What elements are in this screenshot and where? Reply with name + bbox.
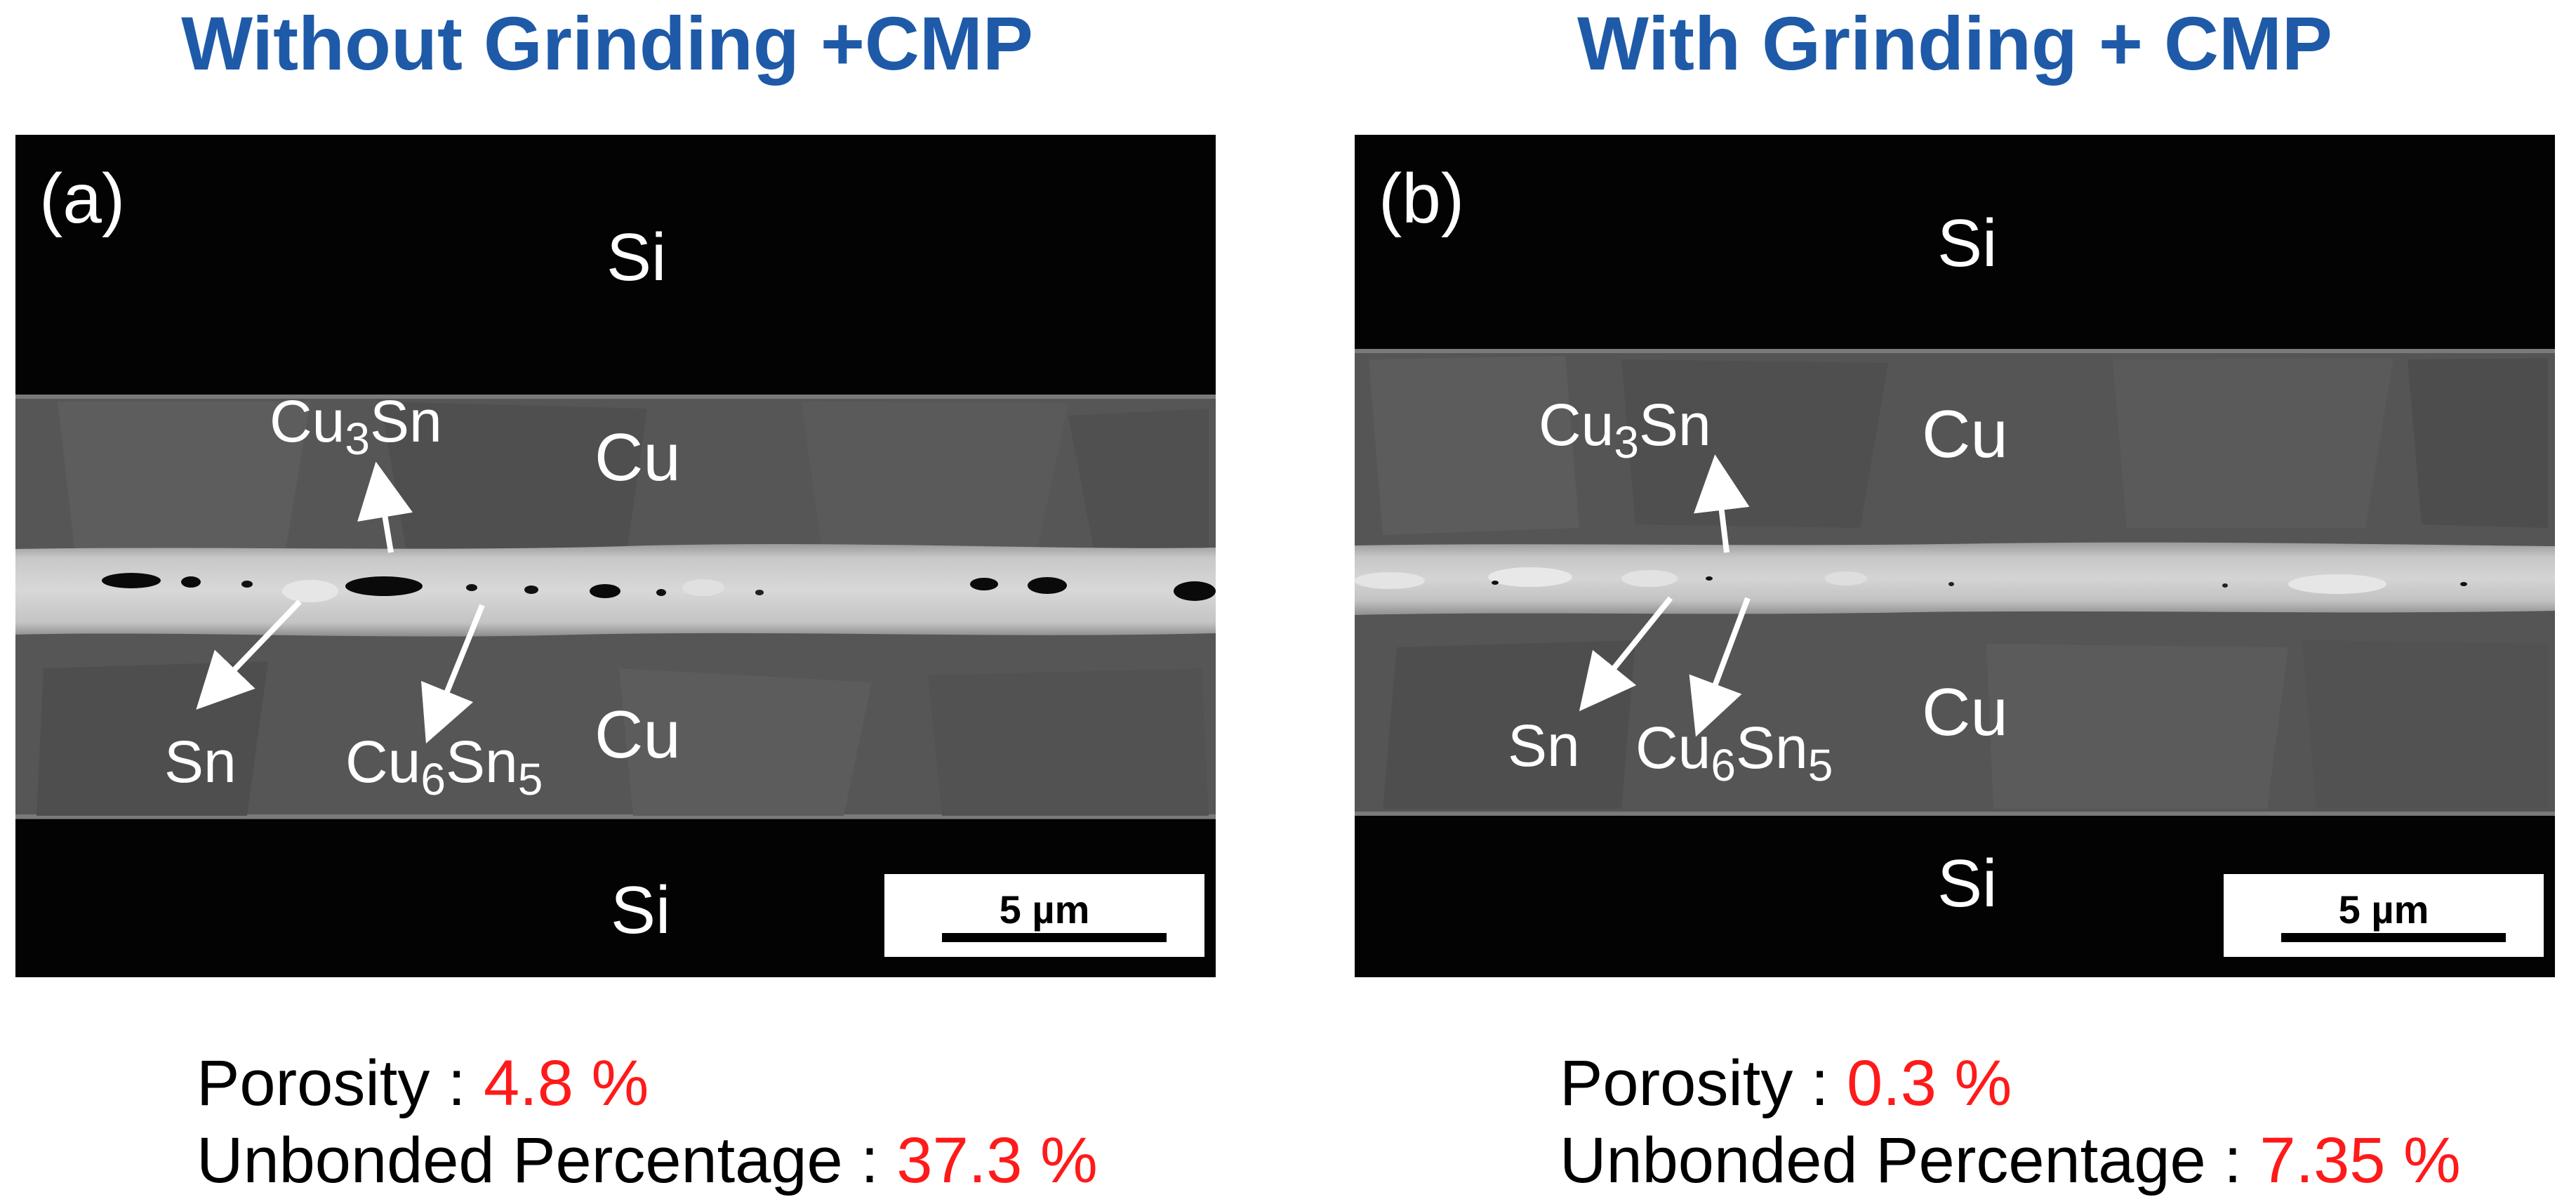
arrow-cu3sn: [1694, 454, 1750, 553]
unbonded-value: 7.35 %: [2259, 1125, 2461, 1196]
label-cu-bottom: Cu: [1922, 675, 2008, 750]
label-cu-top: Cu: [595, 420, 681, 495]
panel-b-title: With Grinding + CMP: [1577, 1, 2332, 86]
sem-image-panel-a: (a) Si Cu Cu Si Cu3Sn Sn Cu6Sn5 5 µm: [15, 135, 1216, 977]
porosity-label: Porosity :: [197, 1047, 484, 1119]
unbonded-label: Unbonded Percentage :: [197, 1125, 897, 1196]
panel-a-title: Without Grinding +CMP: [181, 1, 1033, 86]
arrow-sn: [1579, 596, 1673, 712]
stats-panel-b: Porosity : 0.3 % Unbonded Percentage : 7…: [1560, 1045, 2461, 1199]
unbonded-label: Unbonded Percentage :: [1560, 1125, 2260, 1196]
porosity-value: 0.3 %: [1847, 1047, 2012, 1119]
scale-bar-a: 5 µm: [883, 873, 1206, 958]
label-cu3sn: Cu3Sn: [1539, 392, 1711, 468]
label-si-top: Si: [1937, 206, 1998, 281]
panel-letter-b: (b): [1379, 159, 1465, 238]
arrow-cu6sn5: [420, 604, 485, 744]
arrow-cu3sn: [357, 461, 413, 553]
sem-micrograph-b: [1355, 349, 2555, 816]
porosity-row: Porosity : 4.8 %: [197, 1045, 1098, 1122]
scale-bar-line: [2281, 933, 2506, 942]
label-si-bottom: Si: [611, 873, 671, 948]
sem-micrograph-a: [15, 395, 1216, 819]
label-si-bottom: Si: [1937, 846, 1998, 921]
unbonded-value: 37.3 %: [896, 1125, 1098, 1196]
sem-image-panel-b: (b) Si Cu Cu Si Cu3Sn Sn Cu6Sn5 5 µm: [1355, 135, 2555, 977]
label-cu3sn: Cu3Sn: [270, 388, 442, 464]
label-sn: Sn: [164, 729, 237, 795]
porosity-label: Porosity :: [1560, 1047, 1847, 1119]
scale-bar-label: 5 µm: [999, 887, 1090, 932]
label-cu6sn5: Cu6Sn5: [1635, 715, 1833, 790]
scale-bar-line: [942, 933, 1167, 942]
porosity-row: Porosity : 0.3 %: [1560, 1045, 2461, 1122]
unbonded-row: Unbonded Percentage : 7.35 %: [1560, 1122, 2461, 1199]
stats-panel-a: Porosity : 4.8 % Unbonded Percentage : 3…: [197, 1045, 1098, 1199]
label-cu6sn5: Cu6Sn5: [345, 729, 543, 805]
scale-bar-b: 5 µm: [2222, 873, 2545, 958]
porosity-value: 4.8 %: [484, 1047, 649, 1119]
panel-letter-a: (a): [39, 159, 126, 238]
label-sn: Sn: [1508, 713, 1580, 779]
bond-layer: [1355, 542, 2555, 615]
label-cu-bottom: Cu: [595, 697, 681, 772]
label-si-top: Si: [606, 220, 667, 295]
label-cu-top: Cu: [1922, 397, 2008, 472]
unbonded-row: Unbonded Percentage : 37.3 %: [197, 1122, 1098, 1199]
arrow-cu6sn5: [1689, 597, 1751, 737]
scale-bar-label: 5 µm: [2338, 887, 2429, 932]
arrow-sn: [196, 600, 302, 710]
